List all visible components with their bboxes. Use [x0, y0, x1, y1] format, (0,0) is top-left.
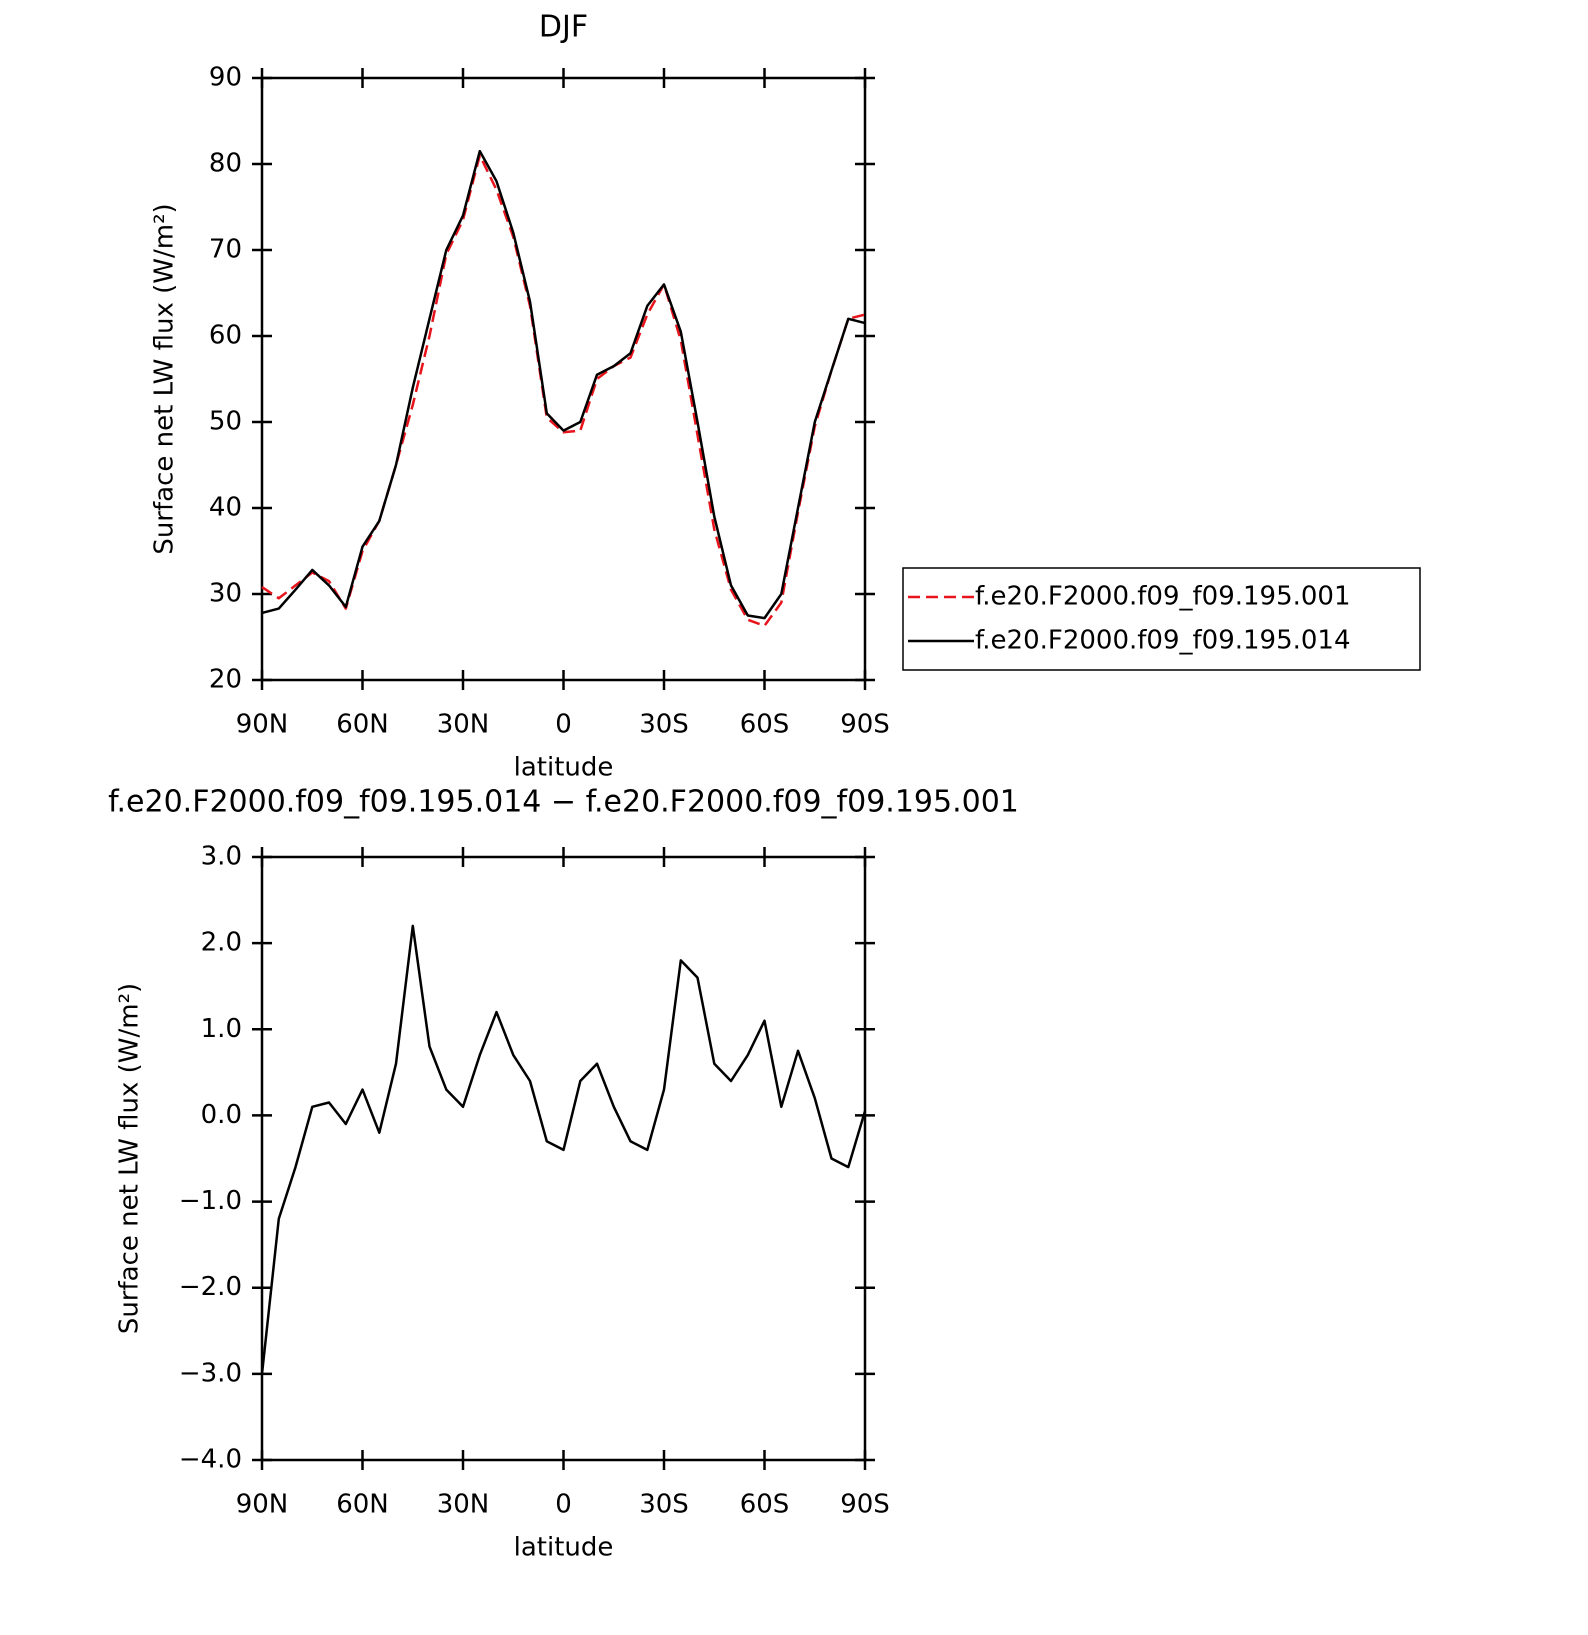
- y-tick-label: −3.0: [179, 1358, 242, 1388]
- x-tick-label: 90S: [840, 710, 890, 740]
- y-tick-label: −2.0: [179, 1272, 242, 1302]
- x-tick-label: 90N: [236, 1490, 289, 1520]
- x-tick-label: 90N: [236, 710, 289, 740]
- x-tick-label: 30S: [639, 710, 689, 740]
- x-tick-label: 60N: [336, 1490, 389, 1520]
- x-tick-label: 30N: [437, 710, 490, 740]
- x-axis-label: latitude: [514, 753, 614, 783]
- y-tick-label: 80: [209, 149, 242, 179]
- y-axis-label: Surface net LW flux (W/m²): [115, 983, 145, 1334]
- plot-frame: [260, 855, 867, 1462]
- y-tick-label: −4.0: [179, 1445, 242, 1475]
- y-tick-label: 3.0: [201, 842, 242, 872]
- legend-box: [902, 567, 1421, 671]
- x-tick-label: 0: [555, 710, 572, 740]
- line-series: [261, 149, 866, 620]
- x-tick-label: 60S: [740, 710, 790, 740]
- plot-frame: [260, 76, 867, 682]
- y-tick-label: −1.0: [179, 1186, 242, 1216]
- x-tick-label: 60S: [740, 1490, 790, 1520]
- legend-label: f.e20.F2000.f09_f09.195.014: [975, 626, 1351, 656]
- x-tick-label: 90S: [840, 1490, 890, 1520]
- x-tick-label: 0: [555, 1490, 572, 1520]
- y-tick-label: 70: [209, 235, 242, 265]
- y-tick-label: 90: [209, 63, 242, 93]
- x-tick-label: 30S: [639, 1490, 689, 1520]
- legend-label: f.e20.F2000.f09_f09.195.001: [975, 582, 1351, 612]
- y-tick-label: 30: [209, 579, 242, 609]
- x-tick-label: 60N: [336, 710, 389, 740]
- line-series: [260, 924, 867, 1375]
- y-tick-label: 60: [209, 321, 242, 351]
- y-tick-label: 50: [209, 407, 242, 437]
- x-axis-label: latitude: [514, 1533, 614, 1563]
- line-series: [261, 154, 866, 628]
- y-tick-label: 20: [209, 665, 242, 695]
- y-axis-label: Surface net LW flux (W/m²): [150, 203, 180, 554]
- y-tick-label: 2.0: [201, 928, 242, 958]
- chart-title: f.e20.F2000.f09_f09.195.014 − f.e20.F200…: [108, 785, 1019, 820]
- y-tick-label: 1.0: [201, 1014, 242, 1044]
- y-tick-label: 0.0: [201, 1100, 242, 1130]
- chart-title: DJF: [539, 10, 588, 45]
- x-tick-label: 30N: [437, 1490, 490, 1520]
- y-tick-label: 40: [209, 493, 242, 523]
